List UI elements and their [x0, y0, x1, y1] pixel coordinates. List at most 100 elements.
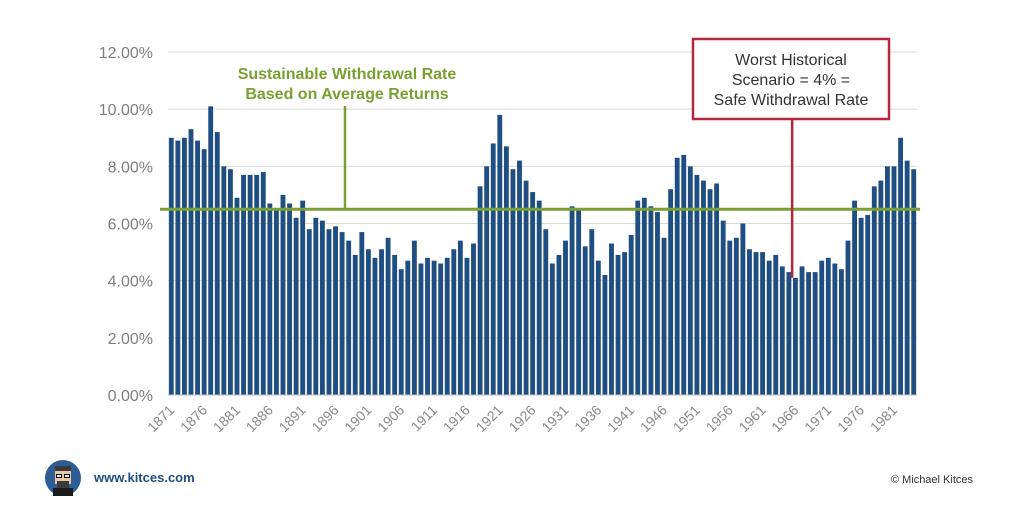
- bar-1922: [503, 146, 509, 395]
- bar-1927: [536, 200, 542, 395]
- bar-1894: [319, 220, 325, 395]
- bar-1959: [747, 249, 752, 395]
- x-tick-label: 1886: [243, 402, 276, 435]
- bar-1954: [714, 183, 720, 395]
- x-tick-label: 1956: [703, 402, 736, 435]
- x-tick-label: 1966: [768, 402, 801, 435]
- bar-1948: [674, 157, 680, 395]
- bar-1976: [858, 217, 864, 395]
- bar-1935: [589, 229, 595, 395]
- x-tick-label: 1901: [341, 402, 374, 435]
- bar-1910: [425, 257, 430, 395]
- bar-1888: [280, 194, 286, 395]
- bar-1896: [333, 226, 338, 395]
- bar-1891: [300, 200, 306, 395]
- bar-1926: [530, 192, 536, 395]
- bar-1881: [234, 197, 240, 395]
- bar-1872: [175, 140, 181, 395]
- bar-1919: [484, 166, 490, 395]
- bar-1929: [549, 263, 555, 395]
- bar-1943: [641, 197, 647, 395]
- gridlines: [168, 51, 917, 396]
- bar-1871: [168, 137, 174, 395]
- bar-1978: [871, 186, 877, 395]
- worst-scenario-line2: Scenario = 4% =: [732, 72, 850, 89]
- bar-1878: [214, 132, 220, 396]
- x-tick-label: 1906: [374, 402, 407, 435]
- x-tick-label: 1971: [801, 402, 834, 435]
- bar-1928: [543, 229, 549, 395]
- bar-1931: [563, 240, 568, 395]
- y-tick-label: 4.00%: [108, 274, 153, 291]
- bar-1884: [254, 174, 260, 395]
- bar-1890: [293, 217, 299, 395]
- x-tick-label: 1896: [308, 402, 341, 435]
- bar-1936: [595, 260, 601, 395]
- bar-1961: [760, 252, 766, 395]
- bar-1937: [602, 274, 608, 395]
- bar-1962: [766, 260, 772, 395]
- bar-1940: [622, 252, 628, 395]
- bar-1977: [865, 214, 871, 395]
- bar-1913: [444, 257, 450, 395]
- x-tick-label: 1946: [637, 402, 670, 435]
- bar-1916: [464, 257, 470, 395]
- bar-1877: [208, 106, 214, 395]
- bar-1905: [392, 254, 398, 395]
- y-tick-label: 10.00%: [99, 102, 153, 119]
- bar-1938: [609, 243, 614, 395]
- bar-1941: [628, 234, 634, 395]
- x-tick-label: 1931: [538, 402, 571, 435]
- bar-1917: [471, 243, 476, 395]
- x-tick-label: 1976: [834, 402, 867, 435]
- bar-1964: [779, 266, 785, 395]
- sustainable-rate-label-line1: Sustainable Withdrawal Rate: [238, 66, 457, 83]
- bar-1974: [845, 240, 851, 395]
- bar-1956: [727, 240, 733, 395]
- bar-1972: [832, 263, 838, 395]
- x-tick-label: 1916: [440, 402, 473, 435]
- bar-1876: [201, 149, 207, 395]
- bar-1957: [733, 237, 739, 395]
- bar-1889: [287, 203, 292, 395]
- bar-1934: [582, 246, 588, 395]
- site-url[interactable]: www.kitces.com: [94, 470, 195, 485]
- bar-1920: [490, 143, 496, 395]
- bar-1955: [720, 220, 726, 395]
- bar-1966: [793, 277, 798, 395]
- x-tick-label: 1871: [144, 402, 177, 435]
- copyright-credit: © Michael Kitces: [890, 474, 973, 486]
- bar-1984: [911, 169, 917, 395]
- y-tick-label: 2.00%: [108, 331, 153, 348]
- bar-1980: [885, 166, 890, 395]
- x-axis-ticks: 1871 1876 1881 1886 1891 1896 1901 1906 1911 1916…: [144, 402, 900, 435]
- bar-1903: [379, 249, 384, 395]
- worst-scenario-line3: Safe Withdrawal Rate: [714, 92, 869, 109]
- bar-1951: [694, 174, 700, 395]
- bar-1982: [898, 137, 904, 395]
- x-tick-label: 1881: [210, 402, 243, 435]
- bar-1895: [326, 229, 332, 395]
- sustainable-rate-label-line2: Based on Average Returns: [245, 86, 448, 103]
- bar-1932: [569, 206, 575, 395]
- bar-1939: [615, 254, 621, 395]
- bar-1979: [878, 180, 884, 395]
- bar-1952: [701, 180, 706, 395]
- y-axis-ticks: 0.00% 2.00% 4.00% 6.00% 8.00% 10.00% 12.00%: [99, 45, 153, 405]
- bar-1983: [904, 160, 910, 395]
- bar-1960: [753, 252, 759, 395]
- bar-1946: [661, 237, 667, 395]
- bar-1887: [273, 209, 279, 395]
- y-tick-label: 8.00%: [108, 159, 153, 176]
- x-tick-label: 1911: [408, 402, 441, 435]
- bar-1908: [411, 240, 417, 395]
- x-tick-label: 1951: [670, 402, 703, 435]
- bar-1902: [372, 257, 378, 395]
- bar-1971: [825, 257, 831, 395]
- bar-1981: [891, 166, 897, 395]
- bar-1918: [477, 186, 483, 395]
- x-tick-label: 1921: [473, 402, 506, 435]
- bar-1886: [267, 203, 273, 395]
- bar-1950: [687, 166, 693, 395]
